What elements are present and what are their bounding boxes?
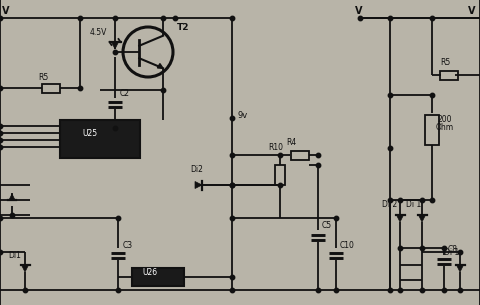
Text: C8: C8 (448, 245, 458, 254)
Text: Di 1: Di 1 (406, 200, 421, 209)
Text: Di 1: Di 1 (444, 248, 459, 257)
Polygon shape (419, 215, 425, 222)
Text: Di1: Di1 (8, 251, 21, 260)
Text: Ohm: Ohm (436, 123, 454, 132)
Polygon shape (157, 63, 163, 68)
Text: 9v: 9v (238, 111, 248, 120)
Text: Di2: Di2 (190, 165, 203, 174)
Text: C2: C2 (120, 89, 130, 98)
Polygon shape (9, 194, 15, 200)
Bar (291, 150, 309, 160)
Polygon shape (111, 42, 119, 49)
Text: 4.5V: 4.5V (90, 28, 108, 37)
Bar (132, 268, 184, 286)
Polygon shape (456, 265, 464, 272)
Text: C10: C10 (340, 241, 355, 250)
Text: R10: R10 (268, 143, 283, 152)
Text: R5: R5 (440, 58, 450, 67)
Text: V: V (468, 6, 476, 16)
Polygon shape (195, 181, 202, 188)
Text: T2: T2 (177, 23, 190, 32)
Bar (42, 84, 60, 92)
Text: Di 2: Di 2 (382, 200, 397, 209)
Text: V: V (355, 6, 362, 16)
Text: V: V (2, 6, 10, 16)
Bar (425, 115, 439, 145)
Text: U25: U25 (82, 129, 97, 138)
Polygon shape (396, 215, 404, 222)
Text: 200: 200 (437, 115, 452, 124)
Text: R4: R4 (286, 138, 296, 147)
Text: C5: C5 (322, 221, 332, 230)
Text: U26: U26 (142, 268, 157, 277)
Polygon shape (22, 265, 28, 272)
Bar (440, 70, 458, 80)
Bar (275, 165, 285, 185)
Text: R5: R5 (38, 73, 48, 82)
Text: C3: C3 (123, 241, 133, 250)
Bar (60, 120, 140, 158)
